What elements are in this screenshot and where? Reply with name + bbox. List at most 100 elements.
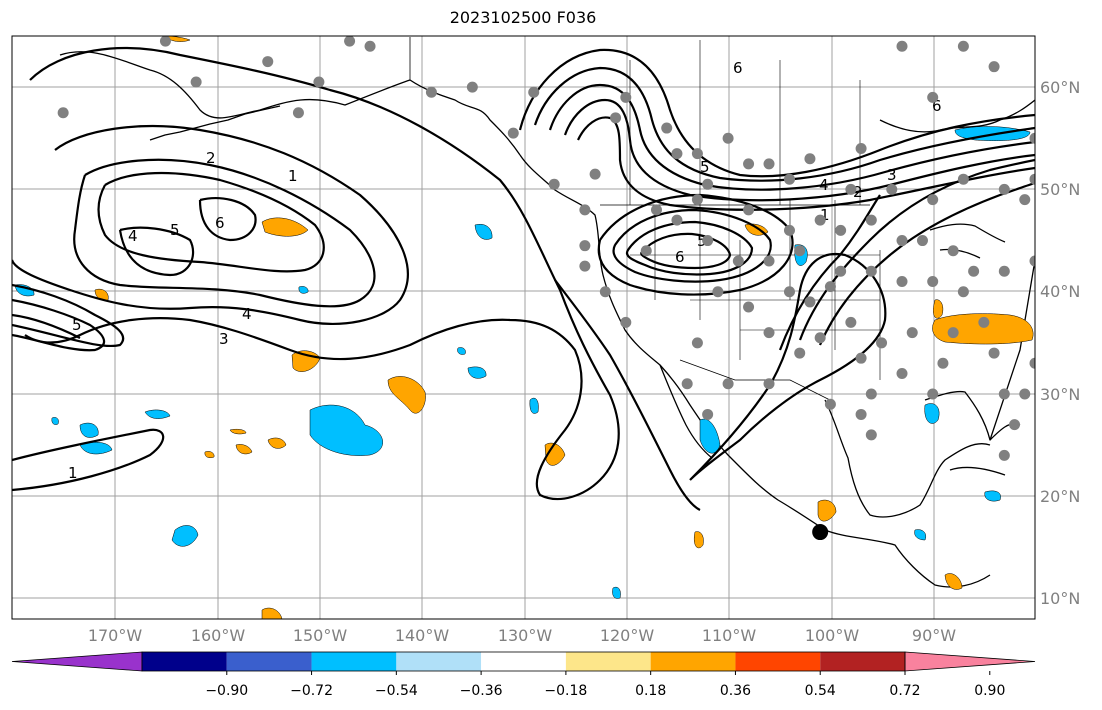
station-markers — [57, 36, 1081, 471]
station-dot — [1029, 132, 1035, 144]
station-dot — [865, 265, 877, 277]
station-dot — [1060, 245, 1071, 256]
station-dot — [702, 408, 714, 420]
location-marker — [812, 524, 829, 541]
station-dot — [988, 61, 1000, 73]
colorbar-frame — [141, 651, 906, 672]
coastlines — [59, 37, 1035, 588]
florida — [924, 390, 1021, 441]
station-dot — [906, 327, 918, 339]
colorbar-label: −0.54 — [375, 683, 418, 699]
contour-label-group: 2 1 4 5 6 4 3 5 1 6 6 5 4 2 3 1 6 5 — [68, 59, 942, 482]
station-dot — [691, 337, 703, 349]
us-mexico-border — [679, 359, 831, 401]
station-dot — [466, 81, 478, 93]
station-dot — [364, 40, 376, 52]
contour-label: 2 — [853, 183, 863, 201]
colorbar-segment — [820, 652, 905, 671]
aleutians — [149, 105, 281, 141]
station-dot — [1070, 266, 1081, 277]
station-dot — [876, 337, 888, 349]
lat-tick: 20°N — [1040, 487, 1080, 506]
station-dot — [865, 429, 877, 441]
contour-label: 6 — [675, 248, 685, 266]
station-dot — [814, 214, 826, 226]
colorbar-label: 0.72 — [889, 683, 920, 699]
station-dot — [661, 122, 673, 134]
station-dot — [794, 245, 806, 257]
station-dot — [783, 224, 795, 236]
station-dot — [1029, 173, 1035, 185]
station-dot — [1050, 460, 1061, 471]
station-dot — [763, 158, 775, 170]
station-dot — [579, 260, 591, 272]
station-dot — [804, 296, 816, 308]
lat-tick: 30°N — [1040, 385, 1080, 404]
contour-label: 3 — [219, 330, 229, 348]
station-dot — [988, 347, 1000, 359]
station-dot — [927, 275, 939, 287]
contour-label: 6 — [733, 59, 743, 77]
hudson-area — [879, 99, 1035, 133]
station-dot — [998, 449, 1010, 461]
colorbar-segment — [226, 652, 312, 671]
station-dot — [589, 168, 601, 180]
lon-tick-labels: 170°W 160°W 150°W 140°W 130°W 120°W 110°… — [88, 626, 956, 645]
lat-tick-labels: 60°N 50°N 40°N 30°N 20°N 10°N — [1040, 78, 1080, 608]
station-dot — [824, 398, 836, 410]
station-dot — [640, 245, 652, 257]
lon-tick: 90°W — [912, 626, 956, 645]
station-dot — [896, 275, 908, 287]
station-dot — [855, 143, 867, 155]
east-coast — [989, 259, 1035, 441]
map-frame — [11, 35, 1036, 620]
station-dot — [998, 265, 1010, 277]
station-dot — [947, 245, 959, 257]
station-dot — [579, 204, 591, 216]
station-dot — [313, 76, 325, 88]
contour-label: 1 — [288, 167, 298, 185]
lon-tick: 140°W — [395, 626, 450, 645]
colorbar-segment — [396, 652, 482, 671]
station-dot — [344, 36, 356, 47]
station-dot — [957, 286, 969, 298]
colorbar-label: 0.36 — [720, 683, 751, 699]
station-dot — [896, 368, 908, 380]
bc-coast — [519, 154, 991, 588]
station-dot — [650, 204, 662, 216]
contour-label: 5 — [700, 158, 710, 176]
station-dot — [835, 224, 847, 236]
colorbar-extend-low — [11, 651, 143, 672]
contour-label: 5 — [72, 316, 82, 334]
lon-tick: 120°W — [600, 626, 655, 645]
colorbar: −0.90 −0.72 −0.54 −0.36 −0.18 0.18 0.36 0.54 0.7… — [11, 651, 1036, 699]
station-dot — [968, 265, 980, 277]
station-dot — [620, 316, 632, 328]
lat-tick: 40°N — [1040, 282, 1080, 301]
station-dot — [743, 301, 755, 313]
station-dot — [722, 132, 734, 144]
station-dot — [722, 378, 734, 390]
colorbar-segment — [735, 652, 821, 671]
station-dot — [1029, 357, 1035, 369]
lat-tick: 60°N — [1040, 78, 1080, 97]
map-title: 2023102500 F036 — [449, 8, 597, 27]
station-dot — [927, 194, 939, 206]
station-dot — [57, 107, 69, 119]
station-dot — [794, 347, 806, 359]
station-dot — [1019, 194, 1031, 206]
lon-tick: 100°W — [805, 626, 860, 645]
station-dot — [190, 76, 202, 88]
station-dot — [865, 214, 877, 226]
negative-anomaly-regions — [14, 126, 1031, 599]
colorbar-label: −0.90 — [205, 683, 248, 699]
lon-tick: 170°W — [88, 626, 143, 645]
station-dot — [702, 235, 714, 247]
station-dot — [927, 91, 939, 103]
station-dot — [159, 36, 171, 47]
colorbar-label: 0.18 — [635, 683, 666, 699]
colorbar-label: 0.54 — [805, 683, 836, 699]
station-dot — [763, 327, 775, 339]
station-dot — [783, 286, 795, 298]
